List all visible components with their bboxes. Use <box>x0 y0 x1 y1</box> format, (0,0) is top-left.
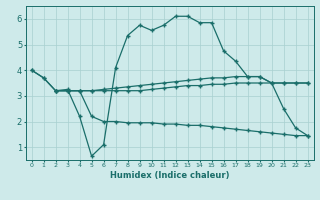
X-axis label: Humidex (Indice chaleur): Humidex (Indice chaleur) <box>110 171 229 180</box>
